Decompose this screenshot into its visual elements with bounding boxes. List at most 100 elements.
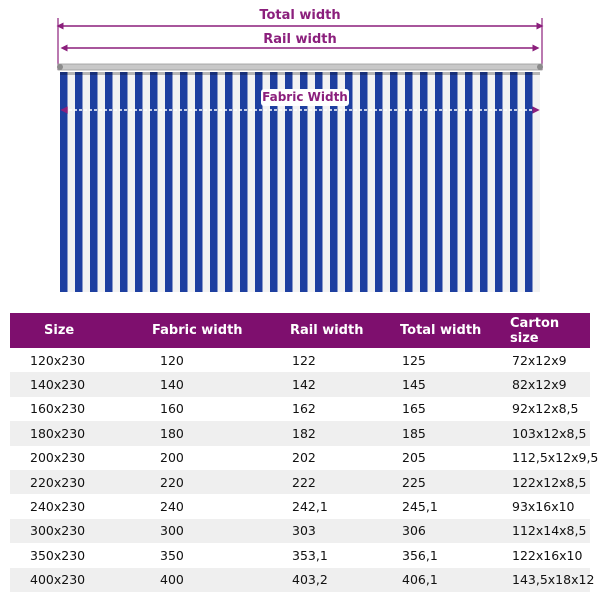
cell-rail-width: 122 (292, 352, 316, 368)
table-row: 350x230 350 353,1 356,1 122x16x10 (10, 543, 590, 567)
fabric-stripe (510, 72, 518, 292)
cell-total-width: 205 (402, 450, 426, 466)
cell-fabric-width: 350 (160, 547, 184, 563)
fabric-stripe (247, 72, 256, 292)
header-size: Size (10, 313, 144, 348)
cell-carton-size: 92x12x8,5 (512, 401, 579, 417)
table-row: 220x230 220 222 225 122x12x8,5 (10, 469, 590, 495)
fabric-stripe (465, 72, 473, 292)
fabric-width-label: Fabric Width (261, 89, 349, 106)
dimension-arrows (56, 18, 544, 71)
cell-size: 180x230 (10, 421, 144, 446)
table-header-row: Size Fabric width Rail width Total width… (10, 313, 590, 348)
fabric-stripe (90, 72, 98, 292)
fabric-stripe (202, 72, 211, 292)
cell-fabric-width: 240 (160, 499, 184, 515)
fabric-stripe (127, 72, 136, 292)
cell-carton-size: 143,5x18x12 (510, 567, 594, 592)
cell-carton-size: 93x16x10 (512, 499, 575, 515)
fabric-stripe (337, 72, 346, 292)
table-row: 300x230 300 303 306 112x14x8,5 (10, 518, 590, 544)
table-row: 240x230 240 242,1 245,1 93x16x10 (10, 494, 590, 518)
cell-fabric-width: 180 (144, 421, 272, 446)
cell-total-width: 165 (402, 401, 426, 417)
cell-carton-size: 112,5x12x9,5 (512, 450, 599, 466)
fabric-stripe (397, 72, 406, 292)
cell-size: 220x230 (10, 469, 144, 495)
table-row: 180x230 180 182 185 103x12x8,5 (10, 421, 590, 446)
header-rail-width: Rail width (272, 313, 390, 348)
fabric-stripe (322, 72, 331, 292)
fabric-stripe (105, 72, 113, 292)
fabric-stripe (157, 72, 166, 292)
rail-shadow (60, 72, 540, 75)
fabric-stripe (442, 72, 451, 292)
cell-total-width: 245,1 (402, 499, 438, 515)
fabric-stripe (255, 72, 263, 292)
fabric-stripe (75, 72, 83, 292)
cell-carton-size: 122x16x10 (512, 547, 583, 563)
fabric-stripe (60, 72, 68, 292)
fabric-stripe (517, 72, 526, 292)
header-carton-size: Carton size (510, 313, 590, 348)
cell-size: 240x230 (30, 499, 86, 515)
fabric-stripe (532, 72, 540, 292)
fabric-stripe (480, 72, 488, 292)
cell-carton-size: 72x12x9 (512, 352, 567, 368)
fabric-stripe (495, 72, 503, 292)
table-row: 120x230 120 122 125 72x12x9 (10, 348, 590, 372)
fabric-stripe (435, 72, 443, 292)
fabric-stripe (285, 72, 293, 292)
fabric-stripe (390, 72, 398, 292)
cell-fabric-width: 200 (160, 450, 184, 466)
cell-carton-size: 122x12x8,5 (510, 469, 590, 495)
cell-fabric-width: 160 (160, 401, 184, 417)
cell-total-width: 125 (402, 352, 426, 368)
fabric-stripes (60, 72, 540, 292)
fabric-stripe (97, 72, 106, 292)
cell-total-width: 185 (390, 421, 510, 446)
fabric-stripe (112, 72, 121, 292)
fabric-stripe (412, 72, 421, 292)
fabric-stripe (457, 72, 466, 292)
cell-fabric-width: 140 (144, 372, 272, 397)
rail-end-left (57, 64, 63, 70)
cell-fabric-width: 300 (144, 518, 272, 544)
cell-fabric-width: 120 (160, 352, 184, 368)
fabric-stripe (292, 72, 301, 292)
fabric-stripe (232, 72, 241, 292)
fabric-stripe (450, 72, 458, 292)
fabric-stripe (262, 72, 271, 292)
fabric-stripe (367, 72, 376, 292)
fabric-stripe (142, 72, 151, 292)
fabric-stripe (375, 72, 383, 292)
fabric-stripe (270, 72, 278, 292)
cell-size: 300x230 (10, 518, 144, 544)
fabric-stripe (405, 72, 413, 292)
cell-rail-width: 353,1 (292, 547, 328, 563)
cell-size: 350x230 (30, 547, 86, 563)
cell-total-width: 145 (390, 372, 510, 397)
rail-width-label: Rail width (263, 32, 337, 47)
fabric-stripe (420, 72, 428, 292)
fabric-stripe (217, 72, 226, 292)
cell-total-width: 225 (390, 469, 510, 495)
table-row: 140x230 140 142 145 82x12x9 (10, 372, 590, 397)
rail-end-right (537, 64, 543, 70)
fabric-stripe (382, 72, 391, 292)
cell-rail-width: 142 (272, 372, 390, 397)
size-table: Size Fabric width Rail width Total width… (10, 313, 599, 592)
fabric-stripe (210, 72, 218, 292)
fabric-stripe (180, 72, 188, 292)
fabric-stripe (82, 72, 91, 292)
cell-rail-width: 202 (292, 450, 316, 466)
cell-rail-width: 162 (292, 401, 316, 417)
fabric-stripe (240, 72, 248, 292)
cell-rail-width: 303 (272, 518, 390, 544)
fabric-stripe (135, 72, 143, 292)
fabric-stripe (360, 72, 368, 292)
cell-total-width: 306 (390, 518, 510, 544)
rail-bar (57, 63, 543, 71)
cell-carton-size: 103x12x8,5 (510, 421, 590, 446)
fabric-stripe (172, 72, 181, 292)
